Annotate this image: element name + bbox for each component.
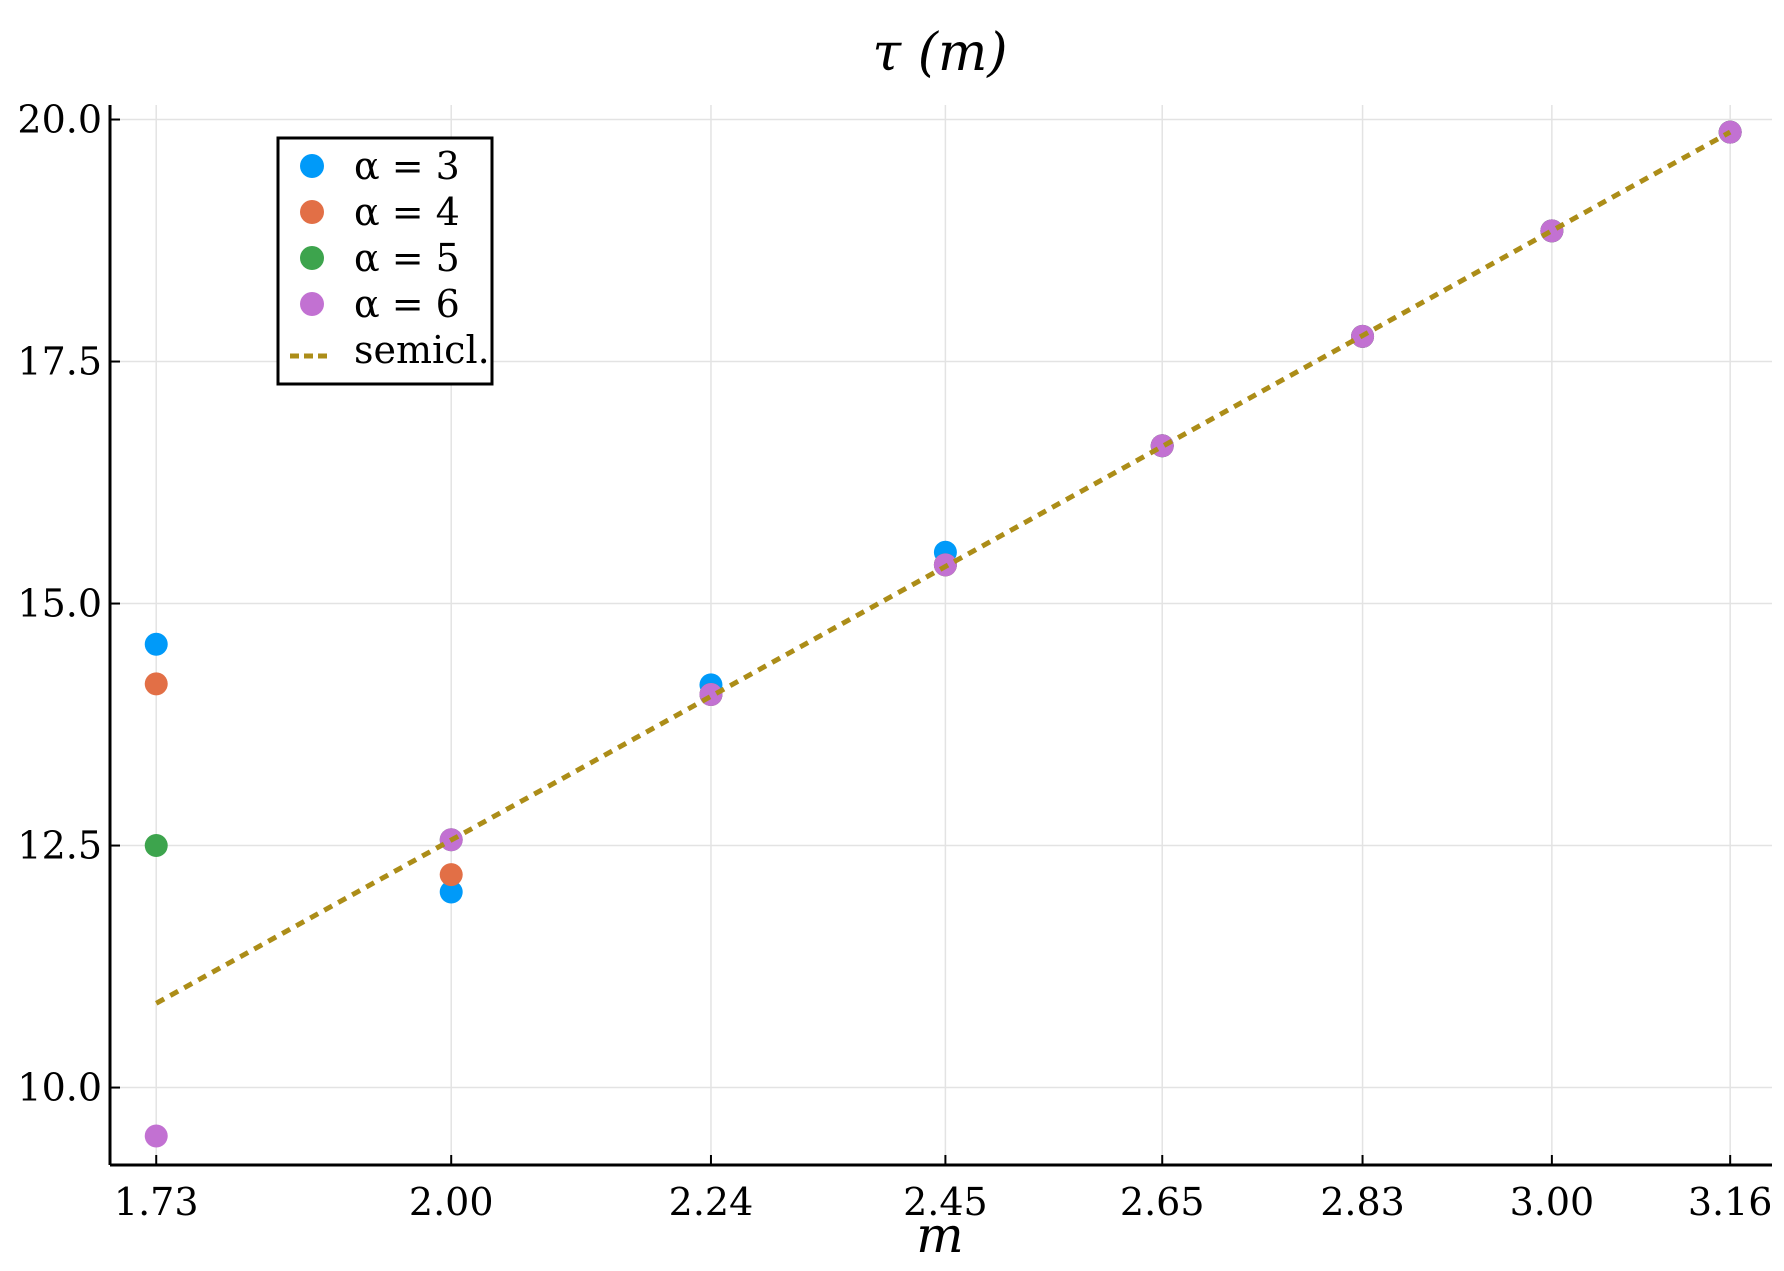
data-point (144, 672, 168, 696)
y-tick-label: 12.5 (17, 824, 102, 868)
x-tick-label: 1.73 (114, 1180, 199, 1224)
legend-label: α = 4 (354, 190, 460, 234)
series-5 (155, 129, 1732, 1006)
legend-item: α = 4 (300, 190, 460, 234)
chart-title: τ (m) (872, 23, 1007, 83)
legend-marker (300, 154, 324, 178)
x-tick-label: 2.83 (1320, 1180, 1405, 1224)
legend-item: α = 3 (300, 144, 460, 188)
y-tick-label: 15.0 (17, 582, 102, 626)
legend-label: semicl. (354, 328, 490, 372)
axes-layer (108, 105, 1772, 1167)
data-point (1540, 219, 1564, 243)
data-point (439, 880, 463, 904)
semicl-line (155, 129, 1732, 1006)
x-tick-label: 2.45 (903, 1180, 988, 1224)
data-point (439, 863, 463, 887)
legend-marker (300, 246, 324, 270)
x-tick-label: 3.16 (1688, 1180, 1773, 1224)
legend-label: α = 6 (354, 282, 460, 326)
series-layer (144, 120, 1742, 1148)
data-point (144, 1124, 168, 1148)
legend-marker (300, 292, 324, 316)
legend-item: semicl. (290, 328, 490, 372)
legend-label: α = 5 (354, 236, 460, 280)
data-point (144, 632, 168, 656)
x-tick-label: 3.00 (1510, 1180, 1595, 1224)
ticks-layer: 1.73 2.00 2.24 2.45 2.65 2.83 3.00 3.16 10.0 12.5… (17, 98, 1772, 1224)
x-tick-label: 2.24 (669, 1180, 754, 1224)
data-point (1718, 120, 1742, 144)
y-tick-label: 10.0 (17, 1066, 102, 1110)
x-axis-label: m (916, 1206, 963, 1264)
legend-item: α = 6 (300, 282, 460, 326)
x-tick-label: 2.00 (409, 1180, 494, 1224)
legend-item: α = 5 (300, 236, 460, 280)
legend-label: α = 3 (354, 144, 460, 188)
legend-marker (300, 200, 324, 224)
x-tick-label: 2.65 (1120, 1180, 1205, 1224)
data-point (144, 834, 168, 858)
y-tick-label: 17.5 (17, 340, 102, 384)
data-point (1150, 434, 1174, 458)
y-tick-label: 20.0 (17, 98, 102, 142)
